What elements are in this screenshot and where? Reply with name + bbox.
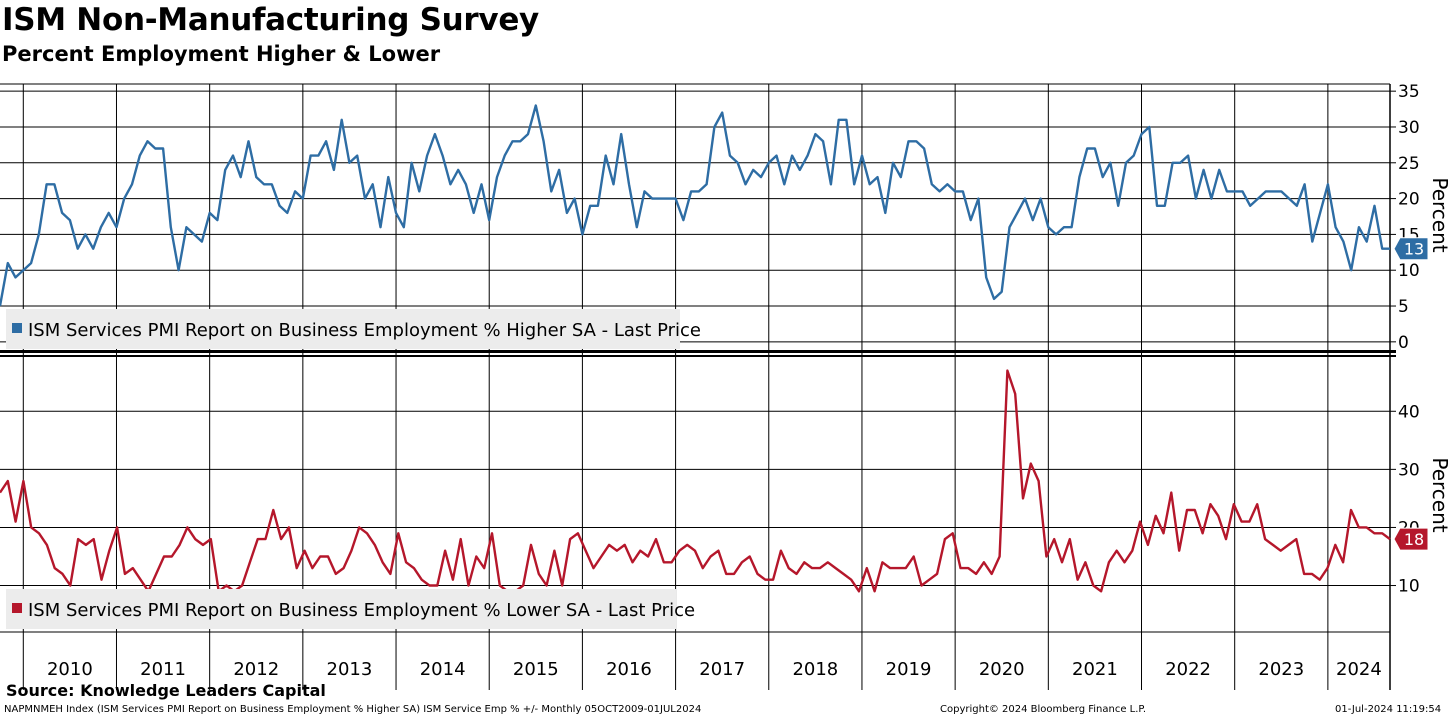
chart-title: ISM Non-Manufacturing Survey (2, 2, 539, 38)
x-tick-label-2017: 2017 (699, 659, 745, 680)
bottom-y-axis: 10203040 (1390, 402, 1420, 597)
source-note: Source: Knowledge Leaders Capital (6, 681, 326, 700)
legend-label-lower: ISM Services PMI Report on Business Empl… (28, 600, 695, 621)
x-tick-label-2024: 2024 (1336, 659, 1382, 680)
top-ytick-label-10: 10 (1398, 261, 1420, 281)
last-value-marker-lower: 18 (1393, 527, 1429, 551)
top-y-axis-label: Percent (1428, 177, 1452, 252)
series-line-lower (0, 369, 1391, 593)
legend-lower: ISM Services PMI Report on Business Empl… (6, 589, 695, 629)
last-value-label-higher: 13 (1404, 240, 1424, 259)
legend-label-higher: ISM Services PMI Report on Business Empl… (28, 320, 701, 341)
series-line-higher (0, 104, 1390, 307)
timestamp: 01-Jul-2024 11:19:54 (1335, 704, 1442, 715)
x-tick-label-2010: 2010 (47, 659, 93, 680)
x-tick-label-2023: 2023 (1258, 659, 1304, 680)
top-ytick-label-0: 0 (1398, 333, 1409, 353)
last-value-marker-higher: 13 (1393, 237, 1429, 261)
top-ytick-label-25: 25 (1398, 154, 1420, 174)
x-tick-label-2014: 2014 (420, 659, 466, 680)
legend-swatch-lower (12, 603, 22, 613)
top-ytick-label-35: 35 (1398, 82, 1420, 102)
legend-swatch-higher (12, 323, 22, 333)
bottom-ytick-label-10: 10 (1398, 577, 1420, 597)
x-tick-label-2020: 2020 (979, 659, 1025, 680)
panel-separator (0, 350, 1396, 353)
x-tick-label-2012: 2012 (233, 659, 279, 680)
x-tick-label-2013: 2013 (327, 659, 373, 680)
bottom-y-axis-label: Percent (1428, 457, 1452, 532)
bottom-panel-grid (0, 410, 1390, 587)
panel-separator-2 (0, 355, 1396, 357)
x-tick-label-2022: 2022 (1165, 659, 1211, 680)
x-tick-label-2021: 2021 (1072, 659, 1118, 680)
top-ytick-label-20: 20 (1398, 190, 1420, 210)
top-ytick-label-30: 30 (1398, 118, 1420, 138)
x-tick-label-2015: 2015 (513, 659, 559, 680)
copyright-note: Copyright© 2024 Bloomberg Finance L.P. (940, 704, 1147, 715)
top-panel-grid (0, 83, 1390, 343)
x-tick-label-2016: 2016 (606, 659, 652, 680)
x-tick-label-2019: 2019 (886, 659, 932, 680)
x-tick-label-2018: 2018 (792, 659, 838, 680)
bottom-ytick-label-30: 30 (1398, 460, 1420, 480)
index-note: NAPMNMEH Index (ISM Services PMI Report … (4, 704, 702, 715)
chart-subtitle: Percent Employment Higher & Lower (2, 42, 441, 66)
panel-frame (0, 84, 1396, 690)
top-ytick-label-5: 5 (1398, 297, 1409, 317)
x-axis: 2010 2011 2012 2013 2014 2015 2016 2017 2018 2019… (47, 659, 1382, 680)
legend-higher: ISM Services PMI Report on Business Empl… (6, 309, 701, 349)
bottom-ytick-label-40: 40 (1398, 402, 1420, 422)
last-value-label-lower: 18 (1404, 530, 1424, 549)
x-tick-label-2011: 2011 (140, 659, 186, 680)
